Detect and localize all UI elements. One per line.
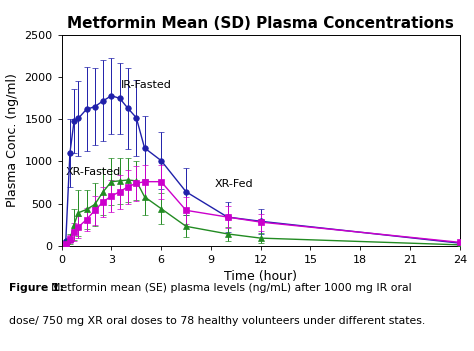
Text: Metformin mean (SE) plasma levels (ng/mL) after 1000 mg IR oral: Metformin mean (SE) plasma levels (ng/mL… [9, 283, 412, 292]
X-axis label: Time (hour): Time (hour) [224, 270, 297, 283]
Text: Figure 1:: Figure 1: [9, 283, 64, 292]
Title: Metformin Mean (SD) Plasma Concentrations: Metformin Mean (SD) Plasma Concentration… [67, 16, 454, 31]
Text: XR-Fasted: XR-Fasted [65, 167, 120, 177]
Text: IR-Fasted: IR-Fasted [121, 80, 172, 90]
Text: dose/ 750 mg XR oral doses to 78 healthy volunteers under different states.: dose/ 750 mg XR oral doses to 78 healthy… [9, 316, 426, 326]
Text: XR-Fed: XR-Fed [214, 179, 253, 189]
Y-axis label: Plasma Conc. (ng/ml): Plasma Conc. (ng/ml) [6, 73, 19, 207]
